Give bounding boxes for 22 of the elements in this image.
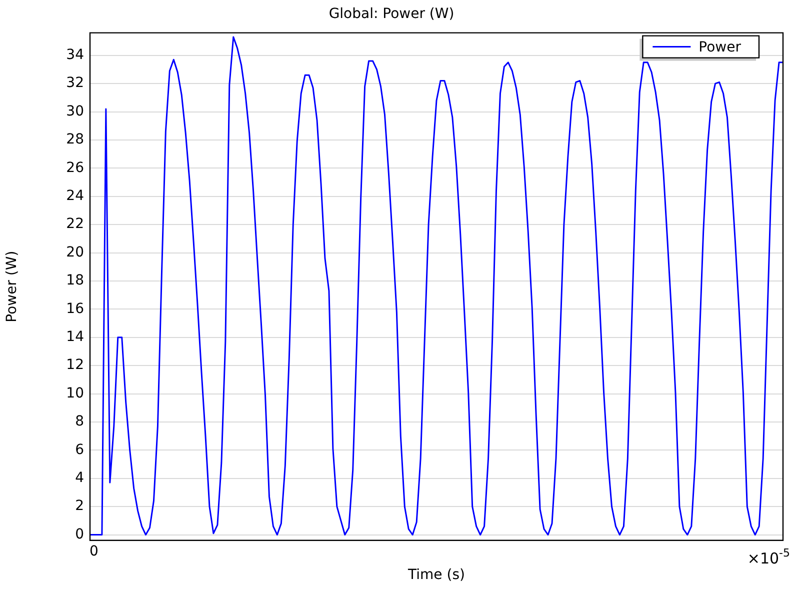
y-tick-label: 0 (75, 526, 84, 542)
y-tick-label: 6 (75, 442, 84, 458)
y-tick-label: 30 (66, 103, 84, 120)
y-tick-label: 4 (75, 470, 84, 486)
y-tick-label: 26 (66, 160, 84, 176)
y-tick-label: 16 (66, 300, 84, 317)
y-tick-label: 14 (66, 329, 84, 345)
legend-label: Power (698, 39, 742, 56)
y-tick-label: 22 (66, 216, 84, 232)
chart-title: Global: Power (W) (328, 6, 454, 22)
y-tick-label: 34 (66, 47, 84, 63)
x-axis-title: Time (s) (407, 567, 465, 584)
y-tick-label: 24 (66, 188, 84, 204)
y-tick-label: 18 (66, 272, 84, 289)
y-axis-title: Power (W) (4, 250, 20, 322)
y-tick-label: 10 (66, 385, 84, 402)
y-tick-label: 28 (66, 132, 84, 148)
y-tick-label: 32 (66, 75, 84, 92)
y-tick-label: 2 (75, 498, 84, 514)
y-tick-label: 20 (66, 244, 84, 260)
y-tick-label: 8 (75, 414, 84, 430)
y-tick-label: 12 (66, 357, 84, 374)
